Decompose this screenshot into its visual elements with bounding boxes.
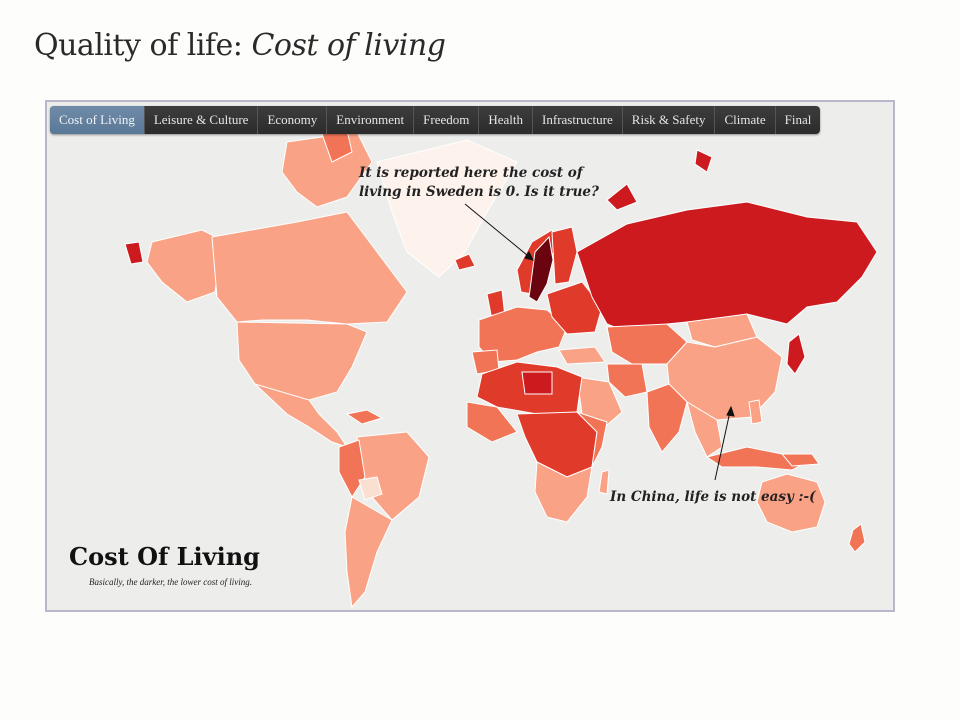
legend-title: Cost Of Living <box>69 542 260 571</box>
region-russia-islands-2[interactable] <box>694 149 713 173</box>
china-annotation: In China, life is not easy :-( <box>610 489 816 505</box>
tab-leisure-culture[interactable]: Leisure & Culture <box>145 106 259 134</box>
tab-risk-safety[interactable]: Risk & Safety <box>623 106 716 134</box>
slide-title: Quality of life: Cost of living <box>34 28 446 63</box>
region-finland[interactable] <box>551 226 578 285</box>
tab-climate[interactable]: Climate <box>715 106 776 134</box>
region-turkey[interactable] <box>558 346 606 365</box>
region-indonesia[interactable] <box>705 446 809 471</box>
region-canada[interactable] <box>211 211 408 325</box>
region-australia[interactable] <box>756 473 826 533</box>
sweden-annotation-line1: It is reported here the cost of <box>359 165 583 181</box>
region-east-africa[interactable] <box>576 411 608 468</box>
region-southern-africa[interactable] <box>534 461 593 523</box>
tab-infrastructure[interactable]: Infrastructure <box>533 106 623 134</box>
region-iceland[interactable] <box>454 253 476 271</box>
region-new-zealand[interactable] <box>848 523 866 553</box>
tab-bar: Cost of Living Leisure & Culture Economy En… <box>50 106 821 134</box>
region-bolivia[interactable] <box>358 476 383 501</box>
map-frame: Cost of Living Leisure & Culture Economy En… <box>45 100 895 612</box>
tab-freedom[interactable]: Freedom <box>414 106 480 134</box>
sweden-annotation: It is reported here the cost of living i… <box>359 164 599 202</box>
tab-economy[interactable]: Economy <box>258 106 328 134</box>
region-iran[interactable] <box>606 363 648 398</box>
region-japan[interactable] <box>786 333 806 375</box>
region-argentina-chile[interactable] <box>344 496 393 609</box>
world-map[interactable] <box>47 102 893 610</box>
region-libya[interactable] <box>521 371 553 395</box>
tab-environment[interactable]: Environment <box>327 106 415 134</box>
sweden-arrow <box>464 203 534 261</box>
region-eastern-europe[interactable] <box>546 281 603 335</box>
region-caribbean[interactable] <box>345 409 384 425</box>
legend-subtitle: Basically, the darker, the lower cost of… <box>89 577 252 587</box>
tab-final[interactable]: Final <box>784 112 812 127</box>
tab-health[interactable]: Health <box>479 106 534 134</box>
region-india[interactable] <box>646 383 688 453</box>
sweden-annotation-line2: living in Sweden is 0. Is it true? <box>359 184 599 200</box>
tab-cost-of-living[interactable]: Cost of Living <box>50 106 145 134</box>
region-philippines[interactable] <box>748 399 763 425</box>
region-madagascar[interactable] <box>598 469 610 495</box>
region-alaska[interactable] <box>146 229 223 303</box>
region-se-asia[interactable] <box>686 400 723 458</box>
region-central-africa[interactable] <box>516 411 598 478</box>
region-sweden[interactable] <box>528 235 554 303</box>
region-greenland[interactable] <box>376 139 518 278</box>
slide-title-prefix: Quality of life: <box>34 28 252 63</box>
region-russia-islands[interactable] <box>606 183 638 211</box>
region-usa[interactable] <box>236 321 368 401</box>
slide-title-emphasis: Cost of living <box>251 28 446 63</box>
region-new-guinea[interactable] <box>780 453 820 467</box>
region-andes[interactable] <box>338 439 366 498</box>
china-arrow <box>714 405 735 481</box>
region-russia[interactable] <box>576 201 878 335</box>
region-far-east-west[interactable] <box>124 241 144 265</box>
region-west-africa[interactable] <box>466 401 518 443</box>
